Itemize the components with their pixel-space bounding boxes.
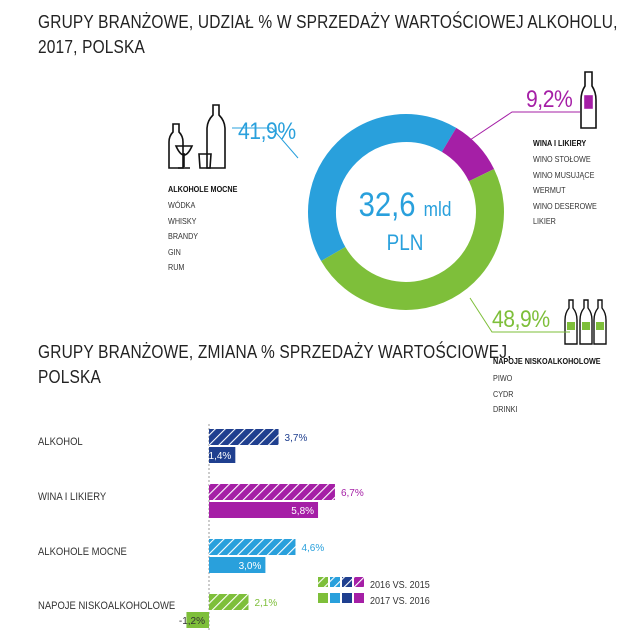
title-share-line-1: GRUPY BRANŻOWE, UDZIAŁ % W SPRZEDAŻY WAR…: [38, 12, 618, 32]
seg-title-mocne: ALKOHOLE MOCNE: [168, 184, 238, 194]
title-share-line-2: 2017, POLSKA: [38, 37, 146, 57]
legend-swatch: [354, 593, 364, 603]
list-item: RUM: [168, 262, 185, 272]
bar-2017: [209, 557, 266, 573]
pct-napoje: 48,9%: [492, 306, 550, 333]
list-item: CYDR: [493, 388, 514, 399]
bar-category-label: NAPOJE NISKOALKOHOLOWE: [38, 600, 176, 612]
bar-category-label: WINA I LIKIERY: [38, 491, 107, 503]
bar-2016: [209, 484, 335, 500]
bar-value-label: 5,8%: [291, 506, 314, 517]
legend-label-2016: 2016 VS. 2015: [370, 579, 430, 591]
list-item: WINO STOŁOWE: [533, 154, 591, 164]
legend-swatch: [342, 577, 352, 587]
legend-swatch: [354, 577, 364, 587]
donut-slice-wina-i-likiery: [441, 127, 495, 182]
donut-center-value: 32,6 mld: [349, 186, 461, 225]
list-item: WINO MUSUJĄCE: [533, 169, 595, 180]
donut-center-currency: PLN: [386, 230, 424, 255]
title-change-line-1: GRUPY BRANŻOWE, ZMIANA % SPRZEDAŻY WARTO…: [38, 342, 512, 362]
list-item: BRANDY: [168, 231, 199, 241]
list-item: WINO DESEROWE: [533, 200, 597, 211]
center-value-unit: mld: [423, 199, 452, 221]
seg-title-napoje: NAPOJE NISKOALKOHOLOWE: [493, 356, 601, 366]
legend-swatch: [318, 577, 328, 587]
center-value-number: 32,6: [358, 186, 416, 224]
pct-wina: 9,2%: [526, 86, 573, 113]
list-item: WÓDKA: [168, 200, 196, 210]
bar-value-label: 6,7%: [341, 488, 364, 499]
list-item: GIN: [168, 246, 181, 257]
bar-2017: [209, 502, 319, 518]
bar-2016: [209, 539, 296, 555]
list-item: LIKIER: [533, 216, 556, 226]
bar-2016: [209, 594, 249, 610]
bar-category-label: ALKOHOLE MOCNE: [38, 546, 127, 558]
bar-category-label: ALKOHOL: [38, 436, 83, 448]
legend-swatch: [342, 593, 352, 603]
title-change-line-2: POLSKA: [38, 367, 101, 387]
seg-list-napoje: PIWO CYDR DRINKI: [493, 371, 517, 418]
bar-value-label: 3,0%: [239, 561, 262, 572]
bar-2017: [186, 612, 209, 628]
donut-slice-alkohole-mocne: [308, 114, 457, 261]
seg-list-mocne: WÓDKA WHISKY BRANDY GIN RUM: [168, 198, 198, 276]
legend-swatch: [330, 577, 340, 587]
bar-value-label: 3,7%: [285, 433, 308, 444]
list-item: WHISKY: [168, 215, 197, 226]
seg-title-wina: WINA I LIKIERY: [533, 138, 587, 148]
legend-label-2017: 2017 VS. 2016: [370, 595, 430, 607]
bar-value-label: 4,6%: [301, 543, 324, 554]
list-item: WERMUT: [533, 185, 566, 195]
list-item: PIWO: [493, 373, 513, 383]
chart-title-change: GRUPY BRANŻOWE, ZMIANA % SPRZEDAŻY WARTO…: [38, 340, 512, 390]
legend-swatch: [330, 593, 340, 603]
pct-mocne: 41,9%: [238, 118, 296, 145]
bar-value-label: -1,2%: [179, 616, 205, 627]
bar-value-label: 1,4%: [209, 451, 232, 462]
seg-list-wina: WINO STOŁOWE WINO MUSUJĄCE WERMUT WINO D…: [533, 152, 597, 230]
bar-2017: [209, 447, 236, 463]
bar-value-label: 2,1%: [254, 598, 277, 609]
chart-title-share: GRUPY BRANŻOWE, UDZIAŁ % W SPRZEDAŻY WAR…: [38, 10, 618, 60]
list-item: DRINKI: [493, 404, 518, 414]
bar-2016: [209, 429, 279, 445]
legend-swatch: [318, 593, 328, 603]
donut-slice-napoje-niskoalkoholowe: [321, 168, 504, 310]
